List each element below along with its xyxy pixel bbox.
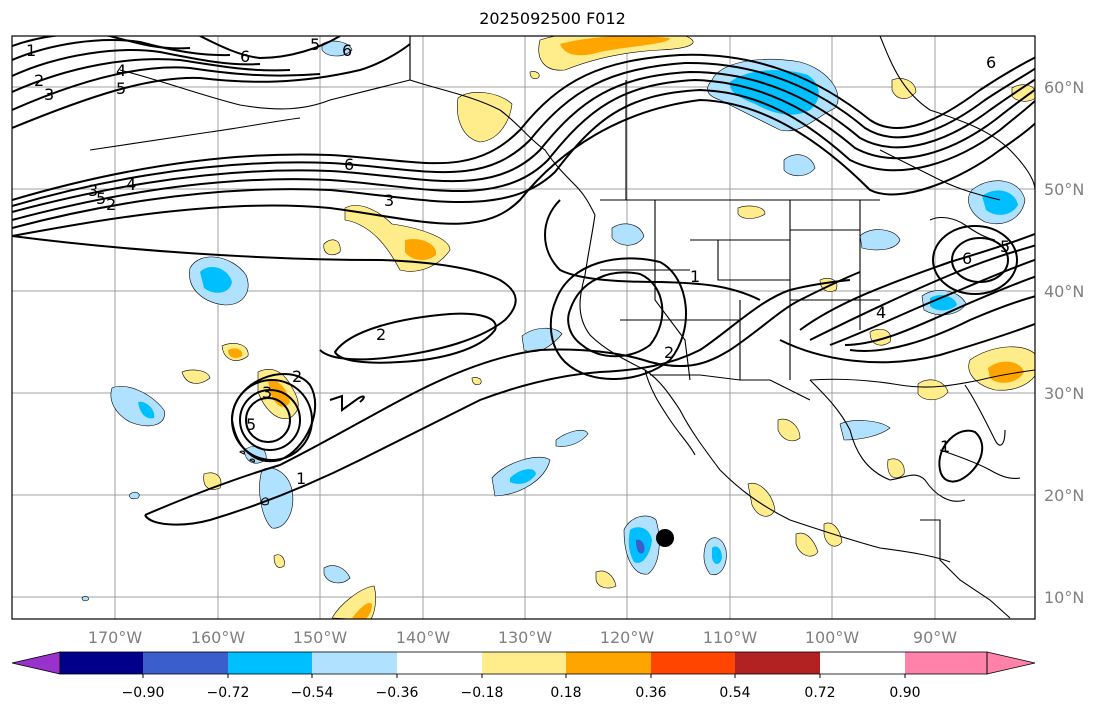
contour-lines <box>12 36 1035 526</box>
colorbar-segment <box>905 652 987 674</box>
map-title: 2025092500 F012 <box>479 9 626 28</box>
contour-label: 3 <box>44 85 54 104</box>
graticule <box>12 36 1035 619</box>
colorbar-segment <box>735 652 820 674</box>
contour-label: 6 <box>342 41 352 60</box>
contour-label: 1 <box>690 267 700 286</box>
location-marker <box>656 529 674 547</box>
contour-label: 6 <box>344 155 354 174</box>
contour-label: 3 <box>262 383 272 402</box>
contour-label: 6 <box>986 53 996 72</box>
colorbar-outline <box>59 651 988 675</box>
contour-label: 2 <box>34 71 44 90</box>
longitude-label: 120°W <box>600 628 655 647</box>
contour-label: 2 <box>376 325 386 344</box>
longitude-label: 90°W <box>913 628 957 647</box>
contour-label: 5 <box>116 79 126 98</box>
contour-label: 5 <box>96 189 106 208</box>
longitude-label: 150°W <box>293 628 348 647</box>
colorbar-tick-label: 0.18 <box>550 685 581 701</box>
coastlines <box>89 36 1035 619</box>
colorbar-segment <box>312 652 397 674</box>
latitude-label: 40°N <box>1044 282 1084 301</box>
contour-label: 6 <box>962 249 972 268</box>
colorbar-extend-low <box>11 651 61 675</box>
latitude-label: 10°N <box>1044 588 1084 607</box>
contour-label: 1 <box>26 41 36 60</box>
longitude-label: 160°W <box>191 628 246 647</box>
latitude-label: 60°N <box>1044 78 1084 97</box>
longitude-label: 110°W <box>703 628 758 647</box>
contour-label: 2 <box>664 343 674 362</box>
contour-label-group: 1 2 3 4 5 6 5 6 2 3 4 5 6 3 6 2 2 3 5 1 … <box>26 35 1010 488</box>
latitude-label: 50°N <box>1044 180 1084 199</box>
colorbar-tick-label: −0.18 <box>461 685 504 701</box>
contour-label: 5 <box>1000 237 1010 256</box>
anomaly-shading <box>81 36 1035 619</box>
colorbar-segment <box>482 652 566 674</box>
colorbar-tick-label: −0.90 <box>122 685 165 701</box>
contour-label: 2 <box>292 367 302 386</box>
map-frame <box>11 35 1036 620</box>
colorbar-tick-label: −0.36 <box>376 685 419 701</box>
contour-label: 6 <box>240 47 250 66</box>
contour-label: 5 <box>246 415 256 434</box>
colorbar-segment <box>651 652 735 674</box>
colorbar-tick-label: 0.90 <box>889 685 920 701</box>
colorbar-tick-label: −0.54 <box>291 685 334 701</box>
longitude-label: 140°W <box>396 628 451 647</box>
contour-label: 1 <box>296 469 306 488</box>
contour-label: 4 <box>126 175 136 194</box>
longitude-label: 100°W <box>805 628 860 647</box>
colorbar-segment <box>566 652 651 674</box>
colorbar-tick-label: 0.72 <box>804 685 835 701</box>
colorbar-tick-label: −0.72 <box>207 685 250 701</box>
contour-label: 1 <box>940 437 950 456</box>
colorbar-tick-label: 0.54 <box>719 685 750 701</box>
colorbar-tick-label: 0.36 <box>635 685 666 701</box>
latitude-label: 20°N <box>1044 486 1084 505</box>
colorbar: −0.90 −0.72 −0.54 −0.36 −0.18 0.18 0.36 0.54 0.7… <box>11 651 1036 701</box>
contour-label: 2 <box>106 195 116 214</box>
contour-label: 4 <box>116 61 126 80</box>
contour-label: 3 <box>88 181 98 200</box>
contour-label: 3 <box>384 191 394 210</box>
longitude-labels: 170°W 160°W 150°W 140°W 130°W 120°W 110°W 100°W… <box>88 628 957 647</box>
latitude-labels: 60°N 50°N 40°N 30°N 20°N 10°N <box>1044 78 1084 607</box>
longitude-label: 130°W <box>498 628 553 647</box>
colorbar-segment <box>143 652 228 674</box>
latitude-label: 30°N <box>1044 384 1084 403</box>
map-plot-area: 1 2 3 4 5 6 5 6 2 3 4 5 6 3 6 2 2 3 5 1 … <box>12 35 1035 619</box>
contour-label: 5 <box>310 35 320 54</box>
colorbar-segment <box>228 652 312 674</box>
longitude-label: 170°W <box>88 628 143 647</box>
contour-label: 4 <box>876 303 886 322</box>
colorbar-segment <box>397 652 482 674</box>
colorbar-extend-high <box>986 651 1036 675</box>
colorbar-segment <box>60 652 143 674</box>
